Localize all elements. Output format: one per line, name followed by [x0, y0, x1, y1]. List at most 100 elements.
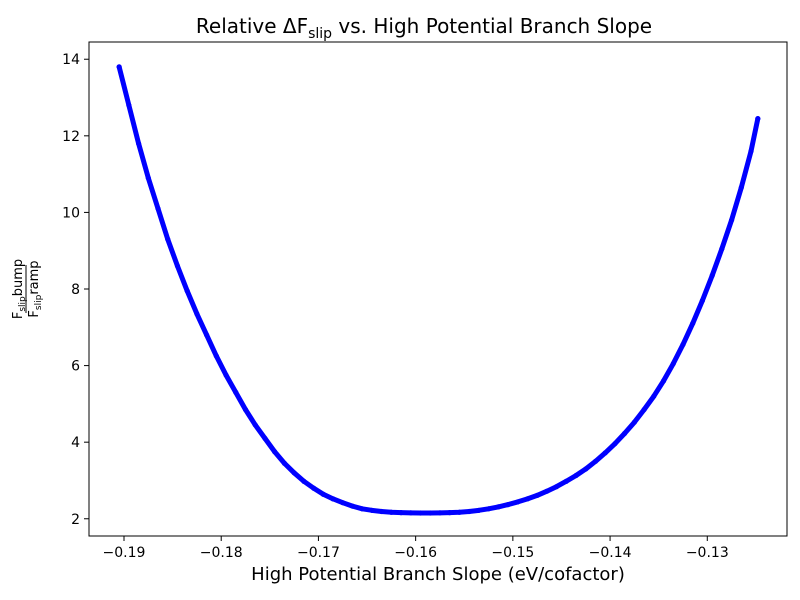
- y-axis-label: Fslipbump Fslipramp: [11, 259, 44, 319]
- y-label-den-main: F: [27, 310, 42, 317]
- y-tick-label: 12: [62, 129, 80, 145]
- data-point: [437, 510, 443, 516]
- data-point: [145, 175, 151, 181]
- data-point: [544, 488, 550, 494]
- data-point: [291, 470, 297, 476]
- data-point: [135, 140, 142, 147]
- data-point: [563, 478, 569, 484]
- data-point: [301, 478, 307, 484]
- x-tick-label: −0.15: [491, 545, 534, 561]
- y-label-num-main: F: [11, 312, 26, 319]
- data-point: [116, 64, 122, 70]
- chart-title-subscript: slip: [308, 26, 332, 42]
- x-axis-ticks: −0.19 −0.18 −0.17 −0.16 −0.15 −0.14 −0.13: [103, 536, 729, 561]
- data-point: [330, 496, 336, 502]
- y-label-num-sub: slip: [18, 296, 28, 312]
- data-point: [281, 460, 287, 466]
- data-point: [670, 361, 676, 367]
- data-point: [622, 430, 628, 436]
- data-point: [165, 236, 171, 242]
- data-point: [204, 332, 210, 338]
- y-axis-label-numerator: Fslipbump: [11, 259, 28, 319]
- data-point: [709, 273, 715, 279]
- y-axis-label-denominator: Fslipramp: [27, 260, 44, 317]
- x-tick-label: −0.14: [589, 545, 632, 561]
- data-point: [447, 510, 453, 516]
- data-point: [379, 508, 385, 515]
- data-point: [194, 311, 200, 317]
- data-point: [456, 509, 462, 515]
- data-point: [583, 466, 589, 472]
- data-point: [534, 492, 540, 499]
- data-point: [233, 389, 239, 395]
- data-point: [320, 491, 326, 497]
- x-axis-label: High Potential Branch Slope (eV/cofactor…: [251, 564, 625, 585]
- data-point: [310, 485, 317, 491]
- data-point: [573, 472, 579, 479]
- data-point: [592, 458, 599, 464]
- data-point: [631, 419, 637, 425]
- y-tick-label: 4: [71, 435, 80, 451]
- data-point: [262, 435, 268, 441]
- y-tick-label: 8: [71, 282, 80, 298]
- x-tick-label: −0.16: [394, 545, 437, 561]
- data-point: [680, 341, 686, 348]
- data-point: [524, 496, 531, 502]
- y-tick-label: 10: [62, 205, 80, 221]
- y-axis-ticks: 2 4 6 8 10 12 14: [62, 52, 89, 528]
- y-tick-label: 14: [62, 52, 80, 68]
- data-point: [223, 372, 229, 378]
- data-point: [690, 320, 696, 327]
- data-layer: [116, 64, 761, 516]
- y-tick-label: 6: [71, 359, 80, 375]
- x-tick-label: −0.19: [103, 545, 146, 561]
- data-point: [155, 205, 161, 212]
- data-point: [651, 393, 657, 399]
- chart-title-suffix: vs. High Potential Branch Slope: [332, 14, 652, 38]
- data-point: [641, 407, 647, 413]
- data-point: [485, 506, 492, 512]
- chart-title: Relative ΔFslip vs. High Potential Branc…: [196, 14, 652, 42]
- data-point: [612, 441, 618, 447]
- data-point: [748, 148, 754, 154]
- y-tick-label: 2: [71, 512, 80, 528]
- data-point: [660, 378, 667, 384]
- data-point: [126, 102, 132, 108]
- data-point: [515, 499, 521, 505]
- data-point: [408, 510, 414, 516]
- data-point: [476, 507, 482, 513]
- data-point: [738, 184, 744, 191]
- data-point: [388, 509, 394, 515]
- y-label-den-rest: ramp: [27, 260, 42, 294]
- data-point: [174, 263, 181, 269]
- data-point: [466, 508, 472, 515]
- data-point: [417, 510, 424, 516]
- data-point: [699, 297, 706, 304]
- x-tick-label: −0.18: [200, 545, 243, 561]
- data-point: [427, 510, 433, 516]
- data-point: [369, 507, 375, 513]
- data-point: [252, 422, 258, 428]
- data-point: [242, 407, 249, 413]
- data-point: [719, 246, 725, 252]
- data-point: [495, 504, 501, 510]
- data-point: [728, 217, 735, 223]
- data-point: [602, 450, 608, 456]
- data-point: [184, 288, 190, 294]
- x-tick-label: −0.13: [686, 545, 729, 561]
- data-point: [272, 449, 278, 455]
- chart-title-prefix: Relative ΔF: [196, 14, 308, 38]
- data-point: [213, 353, 219, 359]
- data-point: [359, 506, 365, 512]
- y-label-den-sub: slip: [34, 294, 44, 310]
- x-tick-label: −0.17: [297, 545, 340, 561]
- data-point: [398, 510, 404, 516]
- data-point: [554, 484, 560, 490]
- y-label-num-rest: bump: [11, 259, 26, 296]
- data-point: [755, 115, 761, 122]
- data-point: [505, 502, 511, 508]
- data-point: [349, 503, 356, 509]
- data-point: [340, 500, 346, 506]
